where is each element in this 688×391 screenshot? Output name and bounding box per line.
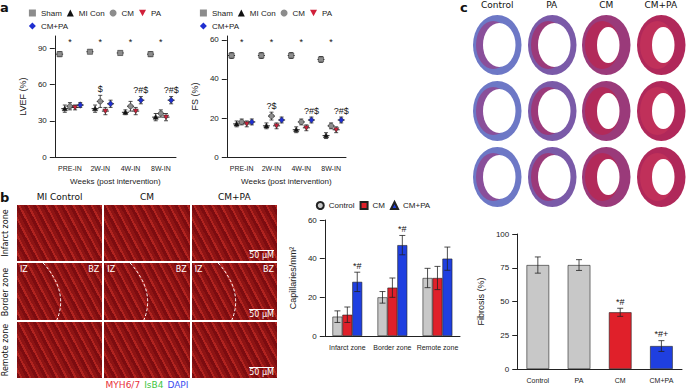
svg-text:2W-IN: 2W-IN [262,165,282,172]
svg-text:Control: Control [527,377,550,384]
svg-text:PRE-IN: PRE-IN [58,165,82,172]
svg-text:75: 75 [500,263,509,272]
svg-text:Remote zone: Remote zone [417,344,459,351]
svg-text:*: * [300,37,304,47]
svg-text:MI Con: MI Con [79,9,105,18]
svg-text:CM: CM [293,9,306,18]
html-text:IZ: IZ [20,265,28,275]
svg-text:8W-IN: 8W-IN [151,165,171,172]
html-text:a: a [0,0,9,15]
svg-text:PA: PA [151,9,162,18]
html-text:Control: Control [481,0,514,10]
svg-text:CM+PA: CM+PA [650,377,674,384]
svg-text:25: 25 [500,331,509,340]
svg-text:100: 100 [496,230,510,239]
html-text:CM+PA: CM+PA [218,192,251,202]
svg-text:*: * [270,37,274,47]
svg-text:Sham: Sham [41,9,62,18]
svg-text:CM+PA: CM+PA [403,201,431,210]
svg-text:?$: ?$ [266,101,276,111]
svg-text:4W-IN: 4W-IN [121,165,141,172]
svg-text:40: 40 [308,254,317,263]
svg-text:?#$: ?#$ [304,106,319,116]
svg-text:40: 40 [210,74,219,83]
html-text:c: c [460,0,468,15]
svg-text:30: 30 [38,116,47,125]
svg-text:CM: CM [615,377,626,384]
svg-text:CM: CM [122,9,135,18]
svg-text:FS (%): FS (%) [190,83,200,111]
svg-text:0: 0 [214,153,219,162]
svg-text:*: * [329,37,333,47]
svg-text:Weeks (post intervention): Weeks (post intervention) [241,177,332,186]
svg-text:90: 90 [38,44,47,53]
html-text:IZ: IZ [194,265,203,275]
svg-text:CM+PA: CM+PA [41,22,69,31]
svg-text:CM: CM [373,201,386,210]
svg-text:PA: PA [575,377,584,384]
svg-text:*#+: *#+ [655,329,669,339]
html-text:Remote zone: Remote zone [1,323,10,377]
svg-text:*#: *# [353,261,362,271]
html-text:BZ: BZ [88,265,100,275]
svg-text:Capillaries/mm²: Capillaries/mm² [288,247,298,310]
html-text:CM: CM [599,0,614,10]
svg-text:*: * [240,37,244,47]
html-text:BZ: BZ [175,265,187,275]
svg-text:4W-IN: 4W-IN [291,165,311,172]
html-text:BZ: BZ [263,265,274,275]
svg-text:LVEF (%): LVEF (%) [18,77,28,115]
svg-text:MI Con: MI Con [250,9,276,18]
svg-text:0: 0 [505,365,510,374]
svg-text:60: 60 [38,80,47,89]
svg-text:Fibrosis (%): Fibrosis (%) [476,277,486,325]
html-text:Infarct zone: Infarct zone [1,209,10,257]
svg-text:Sham: Sham [212,9,233,18]
svg-text:20: 20 [308,293,317,302]
html-text:CM: CM [140,192,154,202]
svg-text:?#$: ?#$ [334,106,349,116]
svg-text:*: * [159,37,163,47]
html-text:50 µM: 50 µM [249,251,274,261]
svg-text:*: * [98,37,102,47]
html-text:50 µM: 50 µM [249,368,274,377]
svg-text:$: $ [98,84,103,94]
svg-text:20: 20 [210,114,219,123]
html-text:b: b [0,190,10,205]
svg-text:PRE-IN: PRE-IN [230,165,254,172]
svg-text:60: 60 [308,216,317,225]
svg-text:2W-IN: 2W-IN [90,165,110,172]
svg-text:Control: Control [329,201,355,210]
svg-text:0: 0 [312,332,317,341]
svg-text:*#: *# [398,224,407,234]
svg-text:0: 0 [42,153,47,162]
svg-text:PA: PA [322,9,333,18]
svg-text:50: 50 [500,297,509,306]
html-text:CM+PA: CM+PA [644,0,677,10]
svg-text:Infarct zone: Infarct zone [329,344,366,351]
svg-text:*#: *# [616,297,625,307]
svg-text:?#$: ?#$ [133,85,148,95]
svg-text:CM+PA: CM+PA [212,22,240,31]
html-text:IZ: IZ [107,265,116,275]
html-text:PA: PA [546,0,558,10]
svg-text:Weeks (post intervention): Weeks (post intervention) [70,177,161,186]
html-text:Border zone: Border zone [1,267,10,316]
svg-text:Border zone: Border zone [373,344,411,351]
svg-text:8W-IN: 8W-IN [321,165,341,172]
svg-text:*: * [129,37,133,47]
svg-text:?#$: ?#$ [164,85,179,95]
html-text:50 µM: 50 µM [249,309,274,319]
svg-text:60: 60 [210,35,219,44]
html-text:MI Control: MI Control [36,192,83,202]
svg-text:*: * [68,37,72,47]
html-text:MYH6/7 IsB4 DAPI: MYH6/7 IsB4 DAPI [105,380,189,390]
